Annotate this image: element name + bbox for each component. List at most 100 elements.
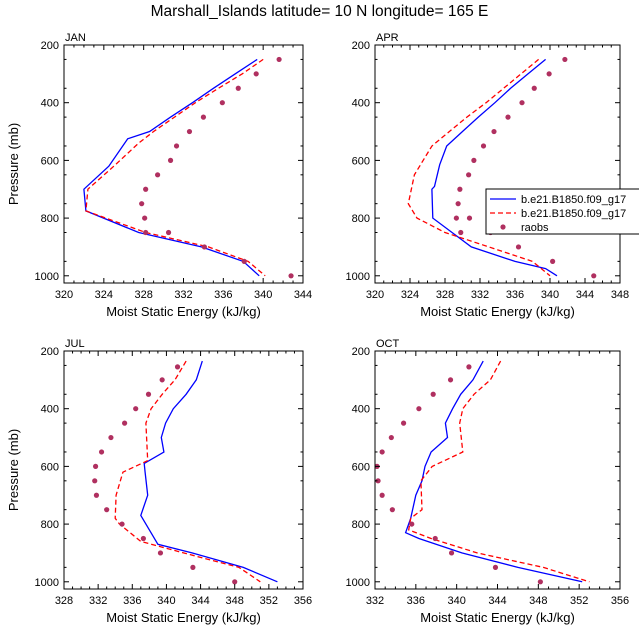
- panel-jan-raobs-point: [288, 273, 294, 279]
- panel-jan-xtick-label: 328: [134, 289, 152, 301]
- panel-jan-raobs-point: [143, 229, 149, 236]
- panel-oct-ytick-label: 1000: [346, 577, 370, 589]
- panel-oct-label: OCT: [376, 338, 400, 350]
- legend-raobs-marker: [500, 224, 506, 230]
- panel-jul-raobs-point: [119, 521, 125, 527]
- panel-apr-series: [407, 56, 597, 279]
- panel-oct-raobs-point: [447, 377, 454, 383]
- panel-oct-raobs-point: [389, 507, 395, 513]
- panel-oct-xtick-label: 352: [570, 595, 588, 607]
- panel-jul-ytick-label: 400: [41, 404, 59, 416]
- panel-jul-raobs-point: [159, 377, 165, 383]
- panel-jan-raobs-point: [155, 172, 161, 178]
- panel-jul-ylabel: Pressure (mb): [6, 429, 21, 511]
- panel-jan-raobs-point: [235, 85, 241, 91]
- panel-oct: 332 336 340 344 348 352 356 200 400 600 800 1000 OCT…: [346, 338, 630, 625]
- panel-apr-dashed-line: [407, 58, 551, 277]
- panel-jul-ytick-label: 200: [41, 346, 59, 358]
- panel-jan-raobs-point: [167, 157, 174, 163]
- panel-jan-raobs-point: [253, 71, 259, 77]
- panel-oct-raobs-point: [430, 391, 436, 397]
- panel-jan-raobs-point: [201, 244, 208, 250]
- panel-jul-raobs-point: [190, 564, 196, 570]
- panel-jan-raobs-point: [276, 56, 282, 63]
- panel-jul-raobs-point: [157, 550, 164, 556]
- panel-apr-raobs-point: [491, 128, 497, 135]
- panel-jul-dashed-line: [114, 360, 261, 583]
- panel-apr-raobs-point: [591, 273, 597, 279]
- panel-jan-raobs-point: [173, 143, 180, 149]
- panel-jul-xtick-label: 332: [89, 595, 107, 607]
- panel-jan-series: [83, 56, 294, 279]
- panel-apr-raobs-point: [453, 215, 459, 221]
- panel-apr-raobs-point: [519, 100, 525, 106]
- panel-jul-solid-line: [140, 360, 278, 583]
- panel-oct-xtick-label: 348: [529, 595, 547, 607]
- panel-oct-ytick-label: 600: [352, 461, 370, 473]
- panel-jul-raobs-point: [92, 478, 98, 484]
- panel-oct-raobs-point: [492, 564, 499, 570]
- panel-apr-raobs-point: [457, 186, 463, 192]
- panel-oct-raobs-point: [379, 449, 385, 455]
- panel-jul-xtick-label: 336: [123, 595, 141, 607]
- panel-jan: 320 324 328 332 336 340 344 200 400 600 800 1000 JAN…: [6, 32, 312, 319]
- panel-jan-raobs-point: [186, 128, 193, 135]
- panel-apr-xtick-label: 344: [576, 289, 594, 301]
- panel-jan-ytick-label: 1000: [35, 271, 59, 283]
- panel-jan-ytick-label: 600: [41, 155, 59, 167]
- legend: b.e21.B1850.f09_g17 b.e21.B1850.f09_g17ra…: [485, 188, 639, 235]
- panel-oct-frame: [374, 350, 621, 590]
- panel-jul-raobs-point: [174, 364, 181, 370]
- panel-jan-xtick-label: 324: [95, 289, 113, 301]
- panel-jan-frame: [63, 44, 304, 284]
- figure-title: Marshall_Islands latitude= 10 N longitud…: [150, 3, 489, 20]
- panel-jul-xtick-label: 344: [191, 595, 209, 607]
- panel-apr-raobs-point: [505, 114, 511, 120]
- panel-apr-raobs-point: [480, 143, 487, 149]
- panel-apr-xtick-label: 348: [611, 289, 629, 301]
- panel-jan-solid-line: [83, 58, 260, 277]
- panel-apr-raobs-point: [515, 244, 522, 250]
- panel-jan-raobs-point: [200, 114, 207, 120]
- panel-apr-xtick-label: 320: [366, 289, 384, 301]
- panel-apr-ytick-label: 200: [352, 40, 370, 52]
- panel-oct-raobs-point: [400, 420, 407, 426]
- panel-apr-raobs-point: [546, 71, 552, 77]
- panel-jan-xtick-label: 344: [294, 289, 312, 301]
- panel-oct-xtick-label: 356: [611, 595, 629, 607]
- panel-oct-xtick-label: 332: [366, 595, 384, 607]
- panel-jul-raobs-point: [93, 492, 100, 498]
- panel-jul-label: JUL: [65, 338, 85, 350]
- panel-oct-raobs-point: [375, 478, 381, 484]
- panel-jan-raobs-point: [142, 215, 148, 221]
- panel-jan-raobs-point: [241, 258, 247, 264]
- panel-oct-raobs-point: [432, 535, 438, 542]
- panel-oct-xtick-label: 340: [447, 595, 465, 607]
- panel-oct-raobs-point: [388, 434, 394, 441]
- panel-jul-ytick-label: 600: [41, 461, 59, 473]
- panel-jan-xtick-label: 320: [55, 289, 73, 301]
- panel-oct-ytick-label: 200: [352, 346, 370, 358]
- panel-oct-dashed-line: [407, 360, 590, 583]
- panel-jan-raobs-point: [219, 100, 225, 106]
- panel-jul: 328 332 336 340 344 348 352 356 200 400 600 800 1000…: [6, 338, 312, 625]
- panel-oct-xlabel: Moist Static Energy (kJ/kg): [420, 610, 575, 625]
- panel-jul-xtick-label: 328: [55, 595, 73, 607]
- panel-jan-xtick-label: 336: [214, 289, 232, 301]
- panel-jan-ytick-label: 800: [41, 213, 59, 225]
- panel-jul-raobs-point: [232, 579, 238, 585]
- panel-jul-raobs-point: [133, 406, 139, 412]
- legend-entry-label: b.e21.B1850.f09_g17: [521, 194, 626, 206]
- panel-oct-raobs-point: [379, 492, 385, 498]
- panel-jul-raobs-point: [122, 420, 128, 426]
- panel-jan-xlabel: Moist Static Energy (kJ/kg): [106, 304, 261, 319]
- panel-apr-ytick-label: 600: [352, 155, 370, 167]
- panel-jan-xtick-label: 332: [174, 289, 192, 301]
- panel-oct-raobs-point: [409, 521, 415, 527]
- panel-oct-ytick-label: 400: [352, 404, 370, 416]
- panel-jul-raobs-point: [140, 535, 146, 542]
- panel-jan-raobs-point: [143, 186, 149, 192]
- panel-jan-raobs-point: [165, 229, 172, 236]
- legend-box: [485, 188, 639, 235]
